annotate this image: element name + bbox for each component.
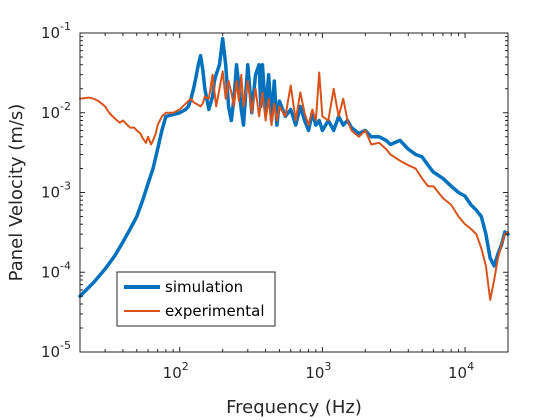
x-axis-label: Frequency (Hz) [226,397,362,418]
y-tick-label: 10-4 [41,259,71,281]
series-line-simulation [78,36,510,299]
y-tick-label: 10-1 [41,20,71,42]
y-tick-label: 10-5 [41,339,71,361]
legend: simulation experimental [116,271,276,327]
legend-label-experimental: experimental [165,302,265,320]
y-tick-label: 10-2 [41,100,71,122]
y-axis-label: Panel Velocity (m/s) [6,104,27,282]
legend-label-simulation: simulation [165,278,243,296]
y-tick-label: 10-3 [41,180,71,202]
series-line-experimental [79,70,509,301]
series-layer [78,36,510,301]
legend-box [116,271,276,327]
